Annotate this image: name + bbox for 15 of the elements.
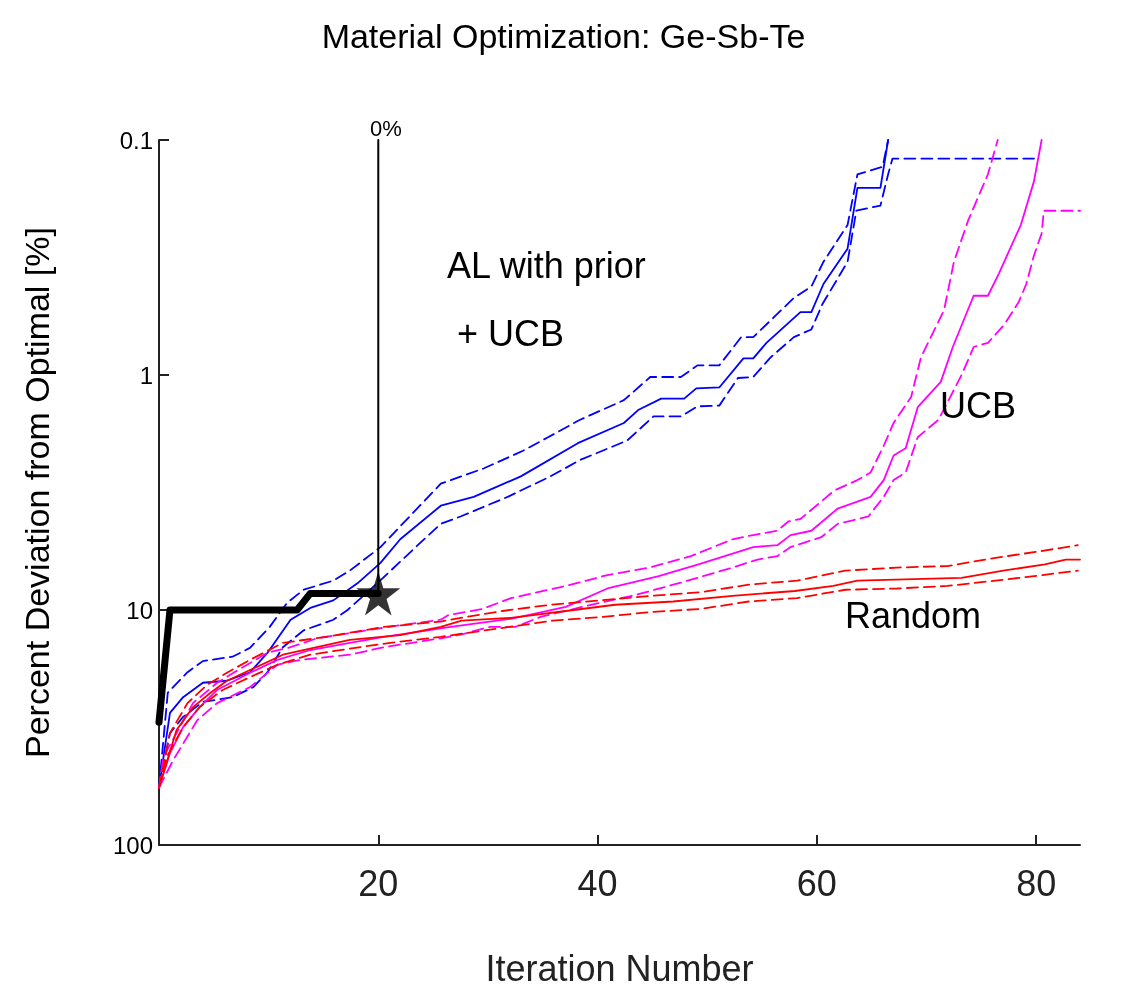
y-tick-label: 10 (126, 596, 153, 624)
annotation: AL with prior + UCB (447, 244, 646, 354)
y-tick-label: 0.1 (119, 126, 153, 154)
y-tick-label: 100 (112, 831, 153, 859)
x-tick-label: 20 (358, 862, 399, 904)
annotation: Random (845, 594, 982, 636)
annotation: UCB (940, 384, 1017, 426)
x-tick-label: 60 (796, 862, 837, 904)
chart-title: Material Optimization: Ge-Sb-Te (321, 17, 806, 55)
x-tick-label: 80 (1016, 862, 1057, 904)
x-axis-title: Iteration Number (485, 947, 754, 989)
annotation: 0% (370, 115, 402, 141)
y-tick-label: 1 (139, 361, 153, 389)
x-tick-label: 40 (577, 862, 618, 904)
y-axis-title: Percent Deviation from Optimal [%] (18, 227, 56, 758)
